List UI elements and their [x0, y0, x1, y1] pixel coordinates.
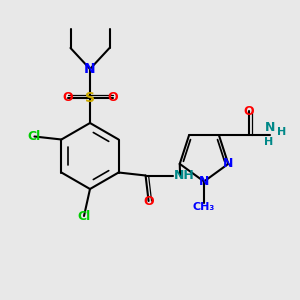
- Text: Cl: Cl: [77, 209, 91, 223]
- Text: O: O: [62, 91, 73, 104]
- Text: Cl: Cl: [28, 130, 41, 143]
- Text: H: H: [278, 128, 286, 137]
- Text: H: H: [264, 137, 273, 147]
- Text: CH₃: CH₃: [193, 202, 215, 212]
- Text: O: O: [244, 105, 254, 118]
- Text: O: O: [107, 91, 118, 104]
- Text: N: N: [223, 158, 233, 170]
- Text: N: N: [265, 122, 275, 134]
- Text: S: S: [85, 91, 95, 104]
- Text: N: N: [199, 175, 209, 188]
- Text: O: O: [143, 194, 154, 208]
- Text: N: N: [84, 62, 96, 76]
- Text: NH: NH: [174, 169, 195, 182]
